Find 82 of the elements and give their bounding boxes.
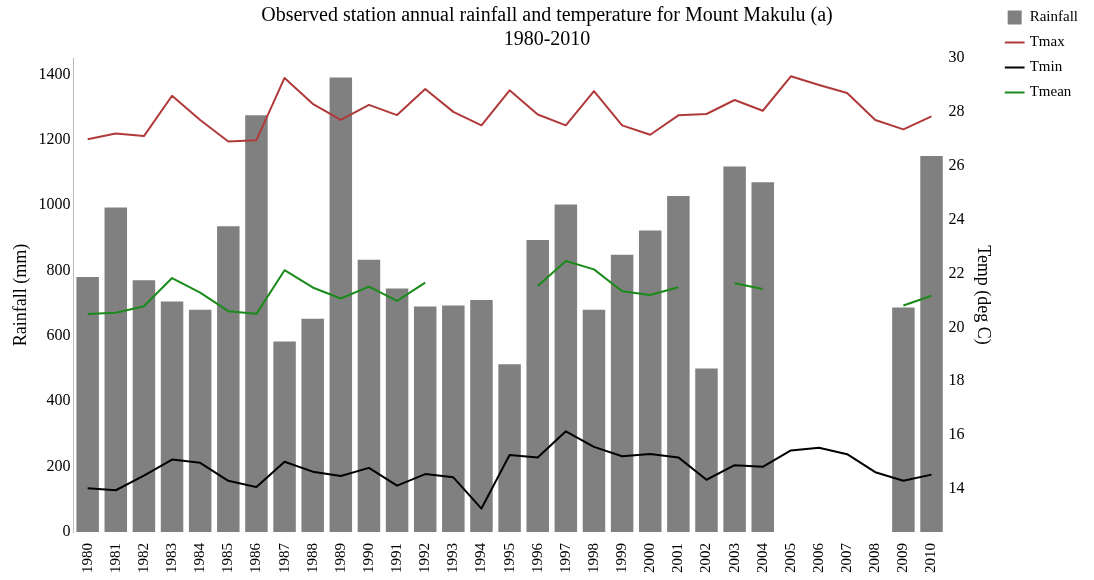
x-tick-label: 2003 — [725, 543, 742, 573]
y2-tick-label: 22 — [948, 263, 965, 281]
x-tick-label: 1999 — [613, 543, 630, 573]
x-tick-label: 1997 — [556, 542, 573, 573]
y2-tick-label: 14 — [948, 479, 965, 497]
y2-tick-label: 18 — [948, 371, 965, 389]
y-tick-label: 1000 — [38, 195, 71, 213]
x-tick-label: 1995 — [500, 543, 517, 573]
bar — [188, 309, 212, 532]
y-tick-label: 200 — [46, 456, 71, 474]
legend-label: Tmax — [1029, 33, 1066, 50]
bar — [554, 204, 578, 532]
y-tick-label: 800 — [46, 260, 71, 278]
x-tick-label: 1994 — [472, 542, 489, 573]
x-tick-label: 2004 — [753, 542, 770, 573]
bar — [892, 307, 915, 532]
bar — [638, 230, 662, 532]
x-tick-label: 2005 — [781, 543, 798, 573]
bar — [217, 226, 240, 532]
bar — [470, 299, 493, 532]
y2-tick-label: 30 — [948, 48, 965, 66]
chart-title: Observed station annual rainfall and temperature for Mount Makulu (a) 1980-2010 — [261, 3, 833, 50]
x-tick-label: 2006 — [809, 542, 826, 573]
legend-label: Tmin — [1029, 58, 1063, 75]
y-tick-label: 400 — [46, 391, 71, 409]
bar — [526, 240, 549, 532]
x-tick-label: 2000 — [641, 543, 658, 573]
x-tick-label: 1982 — [134, 543, 151, 573]
x-tick-label: 1998 — [584, 543, 601, 573]
y-tick-label: 1200 — [38, 129, 71, 147]
x-tick-label: 2009 — [894, 543, 911, 573]
y2-tick-label: 26 — [948, 155, 965, 173]
x-tick-label: 1988 — [303, 543, 320, 573]
x-tick-label: 2002 — [697, 543, 714, 573]
x-tick-label: 2007 — [838, 542, 855, 573]
x-tick-label: 1984 — [191, 542, 208, 573]
bar — [442, 305, 465, 532]
x-tick-label: 1987 — [275, 542, 292, 573]
x-tick-label: 1990 — [359, 543, 376, 573]
bar — [695, 368, 718, 532]
x-tick-label: 1992 — [416, 543, 433, 573]
bar — [76, 277, 99, 532]
bar — [582, 309, 606, 532]
bar — [132, 280, 156, 532]
y2-tick-label: 16 — [948, 425, 965, 443]
bar — [667, 195, 690, 532]
x-tick-label: 1980 — [78, 543, 95, 573]
x-tick-label: 1985 — [219, 543, 236, 573]
x-tick-label: 1989 — [331, 543, 348, 573]
x-tick-label: 1993 — [444, 543, 461, 573]
bar — [357, 259, 381, 532]
y2-tick-label: 20 — [948, 317, 965, 335]
x-tick-label: 1986 — [247, 542, 264, 573]
x-tick-label: 1983 — [162, 543, 179, 573]
x-tick-label: 2001 — [669, 543, 686, 573]
y2-tick-label: 28 — [948, 102, 965, 120]
bar — [329, 77, 353, 532]
x-tick-label: 1991 — [388, 543, 405, 573]
bar — [273, 341, 296, 532]
x-tick-label: 2008 — [866, 543, 883, 573]
bar — [301, 318, 324, 532]
bar — [385, 288, 409, 532]
bar — [610, 254, 634, 532]
bar — [104, 207, 128, 532]
bar — [498, 364, 521, 532]
x-tick-label: 2010 — [922, 543, 939, 573]
legend-label: Rainfall — [1029, 8, 1079, 25]
y-tick-label: 0 — [62, 522, 71, 540]
y-tick-label: 600 — [46, 326, 71, 344]
bar — [245, 115, 268, 532]
bar — [160, 301, 184, 532]
legend-label: Tmean — [1029, 83, 1072, 100]
y2-axis-title: Temp (deg C) — [972, 245, 994, 345]
y-axis-title: Rainfall (mm) — [9, 243, 31, 347]
bar — [751, 182, 774, 532]
bar — [413, 306, 437, 532]
x-tick-label: 1996 — [528, 542, 545, 573]
y2-tick-label: 24 — [948, 209, 965, 227]
bar — [920, 156, 943, 532]
bar — [723, 166, 746, 532]
y-tick-label: 1400 — [38, 64, 71, 82]
x-tick-label: 1981 — [106, 543, 123, 573]
